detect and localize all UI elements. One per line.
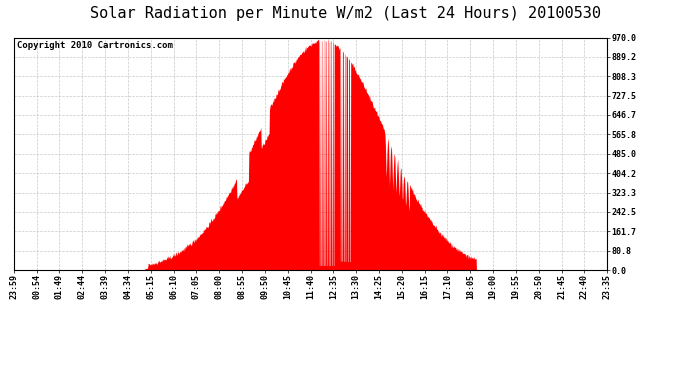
Text: Copyright 2010 Cartronics.com: Copyright 2010 Cartronics.com xyxy=(17,41,172,50)
Text: Solar Radiation per Minute W/m2 (Last 24 Hours) 20100530: Solar Radiation per Minute W/m2 (Last 24… xyxy=(90,6,600,21)
